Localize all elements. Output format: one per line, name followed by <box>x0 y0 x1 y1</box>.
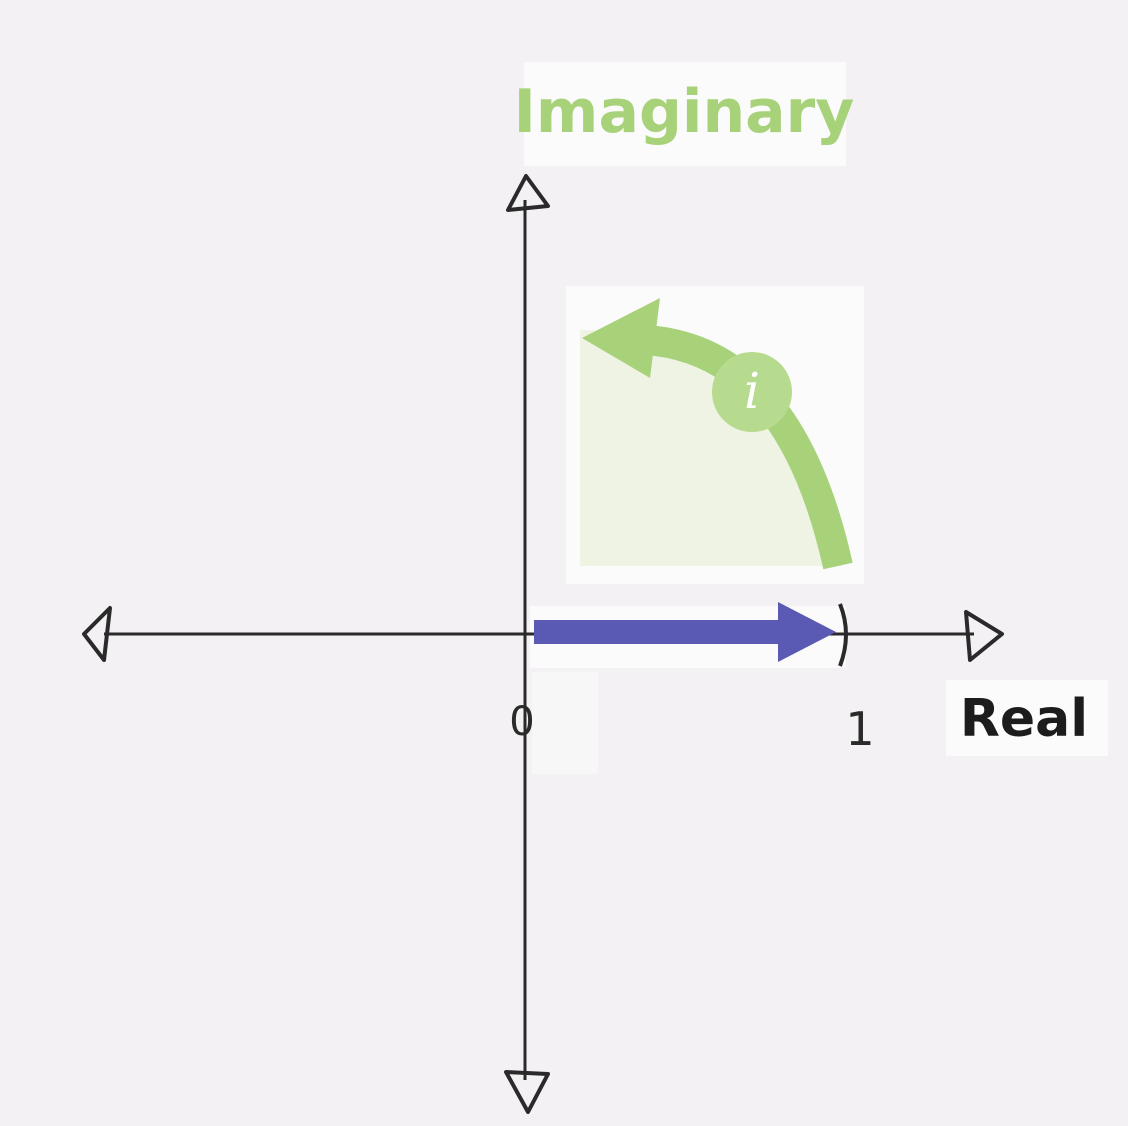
i-symbol: i <box>744 362 760 420</box>
origin-label: 0 <box>509 699 534 745</box>
real-axis-left-arrowhead <box>82 606 112 662</box>
quarter-circle-region <box>580 330 842 566</box>
real-axis-label: Real <box>960 689 1088 749</box>
real-label-card <box>946 680 1108 756</box>
imaginary-axis-bottom-arrowhead <box>504 1070 550 1114</box>
real-unit-arrow-shaft <box>534 620 784 644</box>
i-symbol-circle <box>712 352 792 432</box>
real-unit-arrowhead <box>778 602 836 662</box>
imaginary-axis-label: Imaginary <box>514 77 855 147</box>
imaginary-label-card <box>524 62 846 166</box>
real-axis-right-arrowhead <box>964 610 1004 662</box>
origin-tick-card <box>532 672 598 774</box>
unit-tick-label: 1 <box>845 702 874 756</box>
rotation-arrowhead <box>582 298 660 378</box>
unit-tick-mark <box>838 603 848 667</box>
imaginary-axis-top-arrowhead <box>506 174 550 212</box>
